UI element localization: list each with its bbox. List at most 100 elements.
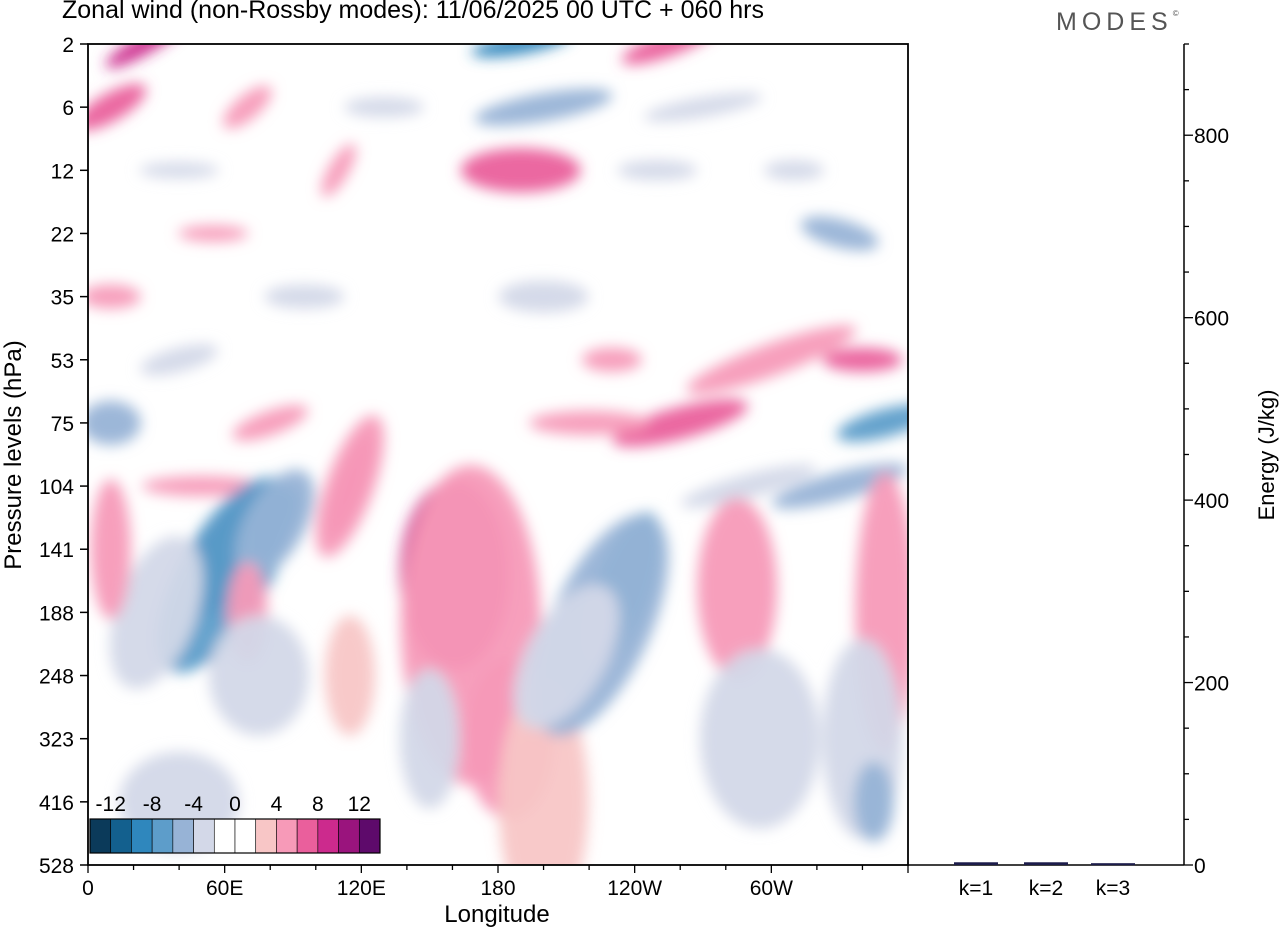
energy-bar [1024, 862, 1068, 865]
wind-anomaly-region [822, 347, 903, 372]
modes-logo: MODES© [1056, 8, 1179, 36]
wind-anomaly-region [471, 44, 571, 58]
wind-anomaly-region [513, 584, 620, 729]
y-tick-label: 248 [39, 666, 74, 689]
wind-anomaly-region [264, 284, 345, 309]
heatmap-field [88, 44, 908, 865]
colorbar-label: -12 [96, 793, 126, 816]
colorbar-swatch [193, 818, 215, 854]
colorbar-swatch [234, 818, 257, 854]
wind-anomaly-region [474, 88, 613, 126]
wind-anomaly-region [324, 615, 375, 736]
wind-anomaly-region [643, 92, 763, 122]
y-axis-label: Pressure levels (hPa) [0, 340, 27, 569]
colorbar-swatch [338, 818, 360, 854]
wind-anomaly-region [617, 160, 698, 181]
y-tick-label: 12 [51, 160, 74, 183]
y-tick-label: 75 [51, 413, 74, 436]
wind-anomaly-region [529, 410, 650, 435]
energy-category-label: k=2 [1029, 877, 1063, 900]
colorbar-label: -8 [143, 793, 162, 816]
colorbar-label: 8 [312, 793, 324, 816]
colorbar-swatch [89, 818, 112, 854]
colorbar-swatch [317, 818, 339, 854]
energy-bar [1091, 863, 1135, 866]
energy-tick-label: 800 [1194, 125, 1229, 148]
longitude-axis: 0 60E 120E 180 120W 60W [82, 865, 909, 900]
colorbar-label: -4 [184, 793, 203, 816]
wind-anomaly-region [699, 648, 820, 829]
energy-category-label: k=3 [1096, 877, 1130, 900]
wind-anomaly-region [680, 464, 817, 508]
wind-anomaly-region [399, 668, 460, 809]
y-tick-label: 528 [39, 855, 74, 878]
energy-axis-label: Energy (J/kg) [1254, 390, 1279, 521]
colorbar-swatch [296, 818, 319, 854]
wind-anomaly-region [232, 405, 309, 441]
energy-axis: 0 200 400 600 800 [1184, 43, 1229, 878]
colorbar-swatch [276, 818, 298, 854]
pressure-axis: 2 6 12 22 35 53 75 104 141 188 248 323 416 528 [39, 34, 88, 878]
wind-anomaly-region [90, 479, 131, 620]
x-tick-label: 120W [607, 877, 662, 900]
wind-anomaly-region [697, 498, 778, 679]
logo-text: MODES [1056, 8, 1173, 36]
wind-anomaly-region [109, 535, 203, 689]
wind-anomaly-region [581, 347, 642, 372]
wind-anomaly-region [178, 225, 249, 242]
colorbar-swatch [213, 818, 236, 854]
colorbar-label: 12 [348, 793, 371, 816]
x-tick-label: 60E [206, 877, 243, 900]
colorbar-swatch [172, 818, 194, 854]
colorbar: -12 -8 -4 0 4 8 12 [89, 793, 381, 854]
wind-anomaly-region [88, 284, 141, 309]
wind-anomaly-region [498, 280, 589, 313]
y-tick-label: 2 [62, 34, 74, 57]
wind-anomaly-region [344, 97, 425, 118]
wind-anomaly-region [208, 615, 309, 736]
wind-anomaly-region [139, 162, 220, 179]
y-tick-label: 323 [39, 729, 74, 752]
wind-anomaly-region [235, 469, 315, 578]
x-axis-label: Longitude [444, 901, 549, 928]
wind-anomaly-region [141, 476, 262, 497]
energy-bar [954, 862, 998, 865]
x-tick-label: 120E [337, 877, 386, 900]
chart-title: Zonal wind (non-Rossby modes): 11/06/202… [62, 0, 764, 24]
wind-anomaly-region [140, 344, 218, 376]
wind-anomaly-region [800, 216, 879, 251]
x-tick-label: 180 [480, 877, 515, 900]
wind-anomaly-region [836, 404, 908, 442]
colorbar-swatch [358, 818, 381, 854]
y-tick-label: 141 [39, 539, 74, 562]
y-tick-label: 6 [62, 97, 74, 120]
y-tick-label: 188 [39, 602, 74, 625]
energy-tick-label: 600 [1194, 308, 1229, 331]
y-tick-label: 22 [51, 223, 74, 246]
wind-anomaly-region [321, 143, 356, 197]
y-tick-label: 53 [51, 350, 74, 373]
wind-anomaly-region [105, 44, 185, 69]
colorbar-swatch [131, 818, 153, 854]
y-tick-label: 416 [39, 792, 74, 815]
colorbar-swatch [151, 818, 174, 854]
energy-bars: k=1 k=2 k=3 [954, 862, 1135, 900]
wind-anomaly-region [686, 325, 857, 395]
wind-anomaly-region [621, 44, 716, 65]
energy-tick-label: 200 [1194, 673, 1229, 696]
colorbar-swatch [110, 818, 132, 854]
colorbar-label: 4 [271, 793, 283, 816]
energy-tick-label: 0 [1194, 855, 1206, 878]
wind-anomaly-region [315, 415, 385, 558]
colorbar-frame [89, 818, 381, 854]
wind-anomaly-region [460, 148, 581, 193]
wind-anomaly-region [612, 399, 748, 447]
colorbar-label: 0 [229, 793, 241, 816]
wind-anomaly-region [853, 761, 894, 842]
y-tick-label: 35 [51, 287, 74, 310]
colorbar-swatch [255, 818, 277, 854]
x-tick-label: 60W [750, 877, 793, 900]
wind-anomaly-region [88, 83, 147, 131]
x-tick-label: 0 [82, 877, 94, 900]
